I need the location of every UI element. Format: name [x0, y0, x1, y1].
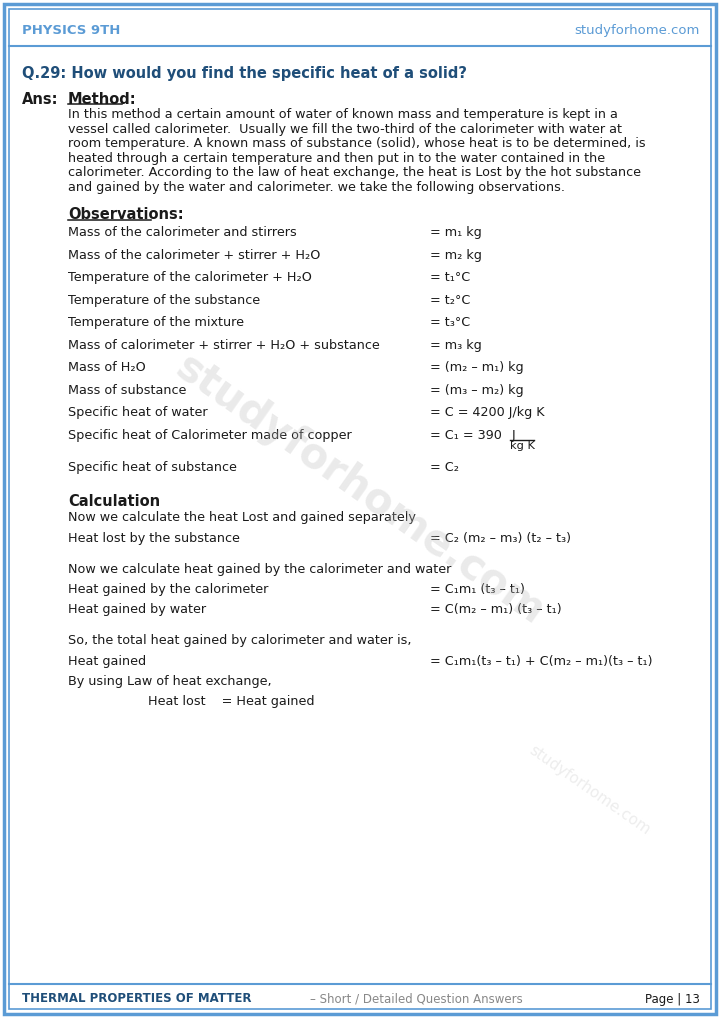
Text: heated through a certain temperature and then put in to the water contained in t: heated through a certain temperature and… [68, 152, 605, 165]
Text: – Short / Detailed Question Answers: – Short / Detailed Question Answers [310, 993, 523, 1006]
Text: = C(m₂ – m₁) (t₃ – t₁): = C(m₂ – m₁) (t₃ – t₁) [430, 604, 562, 617]
Text: = m₃ kg: = m₃ kg [430, 339, 482, 351]
Text: Heat lost    = Heat gained: Heat lost = Heat gained [68, 695, 315, 709]
Text: vessel called calorimeter.  Usually we fill the two-third of the calorimeter wit: vessel called calorimeter. Usually we fi… [68, 122, 622, 135]
Text: = t₂°C: = t₂°C [430, 293, 470, 306]
Text: Q.29: How would you find the specific heat of a solid?: Q.29: How would you find the specific he… [22, 66, 467, 81]
Text: Heat gained by water: Heat gained by water [68, 604, 206, 617]
Text: Now we calculate the heat Lost and gained separately: Now we calculate the heat Lost and gaine… [68, 511, 416, 524]
Text: Heat gained: Heat gained [68, 655, 146, 668]
Text: So, the total heat gained by calorimeter and water is,: So, the total heat gained by calorimeter… [68, 634, 412, 647]
Text: Specific heat of water: Specific heat of water [68, 406, 207, 419]
Text: Heat gained by the calorimeter: Heat gained by the calorimeter [68, 583, 269, 596]
Text: Observations:: Observations: [68, 207, 184, 222]
Text: Mass of calorimeter + stirrer + H₂O + substance: Mass of calorimeter + stirrer + H₂O + su… [68, 339, 379, 351]
Text: THERMAL PROPERTIES OF MATTER: THERMAL PROPERTIES OF MATTER [22, 993, 251, 1006]
Text: room temperature. A known mass of substance (solid), whose heat is to be determi: room temperature. A known mass of substa… [68, 137, 646, 150]
Text: Mass of the calorimeter + stirrer + H₂O: Mass of the calorimeter + stirrer + H₂O [68, 248, 320, 262]
Text: By using Law of heat exchange,: By using Law of heat exchange, [68, 675, 271, 688]
Text: Specific heat of substance: Specific heat of substance [68, 461, 237, 474]
Text: = (m₂ – m₁) kg: = (m₂ – m₁) kg [430, 361, 523, 374]
Text: Mass of substance: Mass of substance [68, 384, 186, 396]
Text: Specific heat of Calorimeter made of copper: Specific heat of Calorimeter made of cop… [68, 429, 352, 442]
Text: = C₁ = 390: = C₁ = 390 [430, 429, 506, 442]
Text: = C = 4200 J/kg K: = C = 4200 J/kg K [430, 406, 544, 419]
Text: studyforhome.com: studyforhome.com [575, 23, 700, 37]
Text: = C₂: = C₂ [430, 461, 459, 474]
Text: = C₁m₁(t₃ – t₁) + C(m₂ – m₁)(t₃ – t₁): = C₁m₁(t₃ – t₁) + C(m₂ – m₁)(t₃ – t₁) [430, 655, 652, 668]
Text: = t₃°C: = t₃°C [430, 316, 470, 329]
Text: Now we calculate heat gained by the calorimeter and water: Now we calculate heat gained by the calo… [68, 563, 451, 575]
Text: studyforhome.com: studyforhome.com [168, 346, 552, 633]
Text: Page | 13: Page | 13 [645, 993, 700, 1006]
Text: = C₁m₁ (t₃ – t₁): = C₁m₁ (t₃ – t₁) [430, 583, 525, 596]
Text: Mass of the calorimeter and stirrers: Mass of the calorimeter and stirrers [68, 226, 297, 239]
Text: Heat lost by the substance: Heat lost by the substance [68, 532, 240, 545]
Text: Calculation: Calculation [68, 494, 160, 509]
Text: kg K: kg K [510, 441, 535, 451]
Text: Temperature of the substance: Temperature of the substance [68, 293, 260, 306]
Text: = C₂ (m₂ – m₃) (t₂ – t₃): = C₂ (m₂ – m₃) (t₂ – t₃) [430, 532, 571, 545]
Text: Temperature of the mixture: Temperature of the mixture [68, 316, 244, 329]
Text: In this method a certain amount of water of known mass and temperature is kept i: In this method a certain amount of water… [68, 108, 618, 121]
Text: and gained by the water and calorimeter. we take the following observations.: and gained by the water and calorimeter.… [68, 180, 565, 193]
Text: Method:: Method: [68, 92, 137, 107]
Text: studyforhome.com: studyforhome.com [526, 742, 653, 838]
Text: = m₁ kg: = m₁ kg [430, 226, 482, 239]
Text: = (m₃ – m₂) kg: = (m₃ – m₂) kg [430, 384, 523, 396]
Text: Temperature of the calorimeter + H₂O: Temperature of the calorimeter + H₂O [68, 271, 312, 284]
Text: = m₂ kg: = m₂ kg [430, 248, 482, 262]
Text: = t₁°C: = t₁°C [430, 271, 470, 284]
Text: Ans:: Ans: [22, 92, 58, 107]
Text: PHYSICS 9TH: PHYSICS 9TH [22, 23, 120, 37]
Text: J: J [512, 429, 516, 442]
Text: calorimeter. According to the law of heat exchange, the heat is Lost by the hot : calorimeter. According to the law of hea… [68, 166, 641, 179]
Text: Mass of H₂O: Mass of H₂O [68, 361, 145, 374]
